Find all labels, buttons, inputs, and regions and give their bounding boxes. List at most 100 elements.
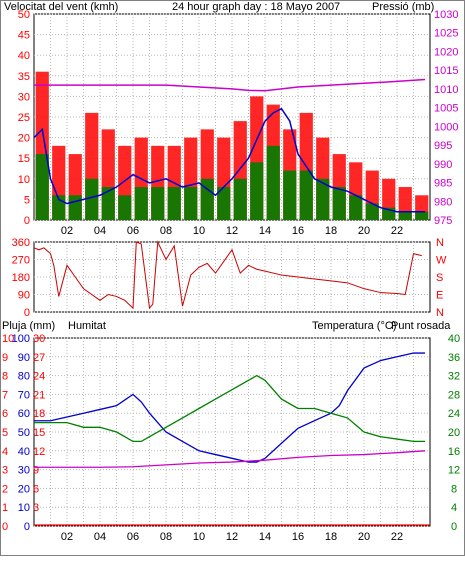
- compass-tick: N: [436, 237, 444, 249]
- wind-bar: [217, 187, 231, 220]
- rain-tick: 2: [2, 483, 8, 495]
- x-tick: 12: [226, 225, 238, 237]
- rain-tick: 3: [2, 465, 8, 477]
- x-tick: 14: [259, 225, 271, 237]
- wind-bar: [151, 187, 165, 220]
- y-left-tick: 30: [18, 91, 30, 103]
- dewpoint-line: [34, 450, 426, 468]
- wind-bar: [167, 187, 181, 220]
- pressure-label: Pressió (mb): [372, 1, 434, 13]
- y-right-tick: 1020: [434, 46, 458, 58]
- temp-tick: 8: [451, 483, 457, 495]
- humidity-line: [34, 352, 426, 463]
- x-tick: 02: [61, 225, 73, 237]
- compass-tick: E: [436, 290, 443, 302]
- wind-speed-label: Velocitat del vent (kmh): [4, 1, 118, 13]
- rain-tick: 4: [2, 446, 8, 458]
- y-right-tick: 1010: [434, 84, 458, 96]
- wind-bar: [118, 195, 132, 220]
- y-right-tick: 1025: [434, 28, 458, 40]
- rain-tick: 7: [2, 389, 8, 401]
- mid-tick: 3: [33, 502, 39, 514]
- pressure-line: [34, 78, 426, 92]
- wind-bar: [35, 154, 49, 220]
- humidity-tick: 10: [18, 502, 30, 514]
- average-line: [33, 107, 426, 213]
- temp-tick: 40: [448, 333, 460, 345]
- humidity-tick: 30: [18, 465, 30, 477]
- temp-tick: 32: [448, 371, 460, 383]
- x-tick: 20: [358, 531, 370, 543]
- humidity-label: Humitat: [68, 320, 106, 332]
- y-left-tick: 40: [18, 50, 30, 62]
- dir-tick: 90: [18, 290, 30, 302]
- rain-tick: 10: [2, 333, 14, 345]
- dewpoint-label: Punt rosada: [391, 320, 451, 332]
- humidity-tick: 60: [18, 408, 30, 420]
- x-tick: 16: [292, 531, 304, 543]
- temp-tick: 12: [448, 465, 460, 477]
- dir-tick: 360: [12, 237, 30, 249]
- compass-tick: W: [436, 255, 447, 267]
- y-right-tick: 990: [434, 159, 452, 171]
- wind-bar: [349, 195, 363, 220]
- dir-tick: 180: [12, 272, 30, 284]
- x-tick: 12: [226, 531, 238, 543]
- rain-humidity-temp-panel: 0 01 102 203 304 405 506 607 708 809 9010100369121…: [2, 333, 460, 543]
- temp-tick: 0: [451, 521, 457, 533]
- compass-tick: N: [436, 307, 444, 319]
- rain-tick: 8: [2, 371, 8, 383]
- y-left-tick: 20: [18, 133, 30, 145]
- humidity-tick: 70: [18, 389, 30, 401]
- mid-tick: 9: [33, 465, 39, 477]
- y-right-tick: 995: [434, 140, 452, 152]
- x-tick: 06: [127, 531, 139, 543]
- temp-tick: 28: [448, 389, 460, 401]
- x-tick: 18: [325, 531, 337, 543]
- wind-bar: [365, 203, 379, 220]
- x-tick: 14: [259, 531, 271, 543]
- compass-tick: S: [436, 272, 443, 284]
- wind-bar: [134, 187, 148, 220]
- wind-bar: [316, 178, 330, 220]
- humidity-tick: 100: [12, 333, 30, 345]
- y-right-tick: 1015: [434, 65, 458, 77]
- x-tick: 08: [160, 531, 172, 543]
- y-left-tick: 0: [24, 215, 30, 227]
- x-tick: 20: [358, 225, 370, 237]
- rain-label: Pluja (mm): [2, 320, 55, 332]
- wind-bar: [266, 145, 280, 220]
- x-tick: 02: [61, 531, 73, 543]
- humidity-tick: 80: [18, 371, 30, 383]
- temp-tick: 24: [448, 408, 460, 420]
- y-right-tick: 975: [434, 215, 452, 227]
- wind-bar: [68, 195, 82, 220]
- y-right-tick: 1005: [434, 103, 458, 115]
- wind-bar: [200, 178, 214, 220]
- humidity-tick: 20: [18, 483, 30, 495]
- wind-bar: [332, 187, 346, 220]
- temperature-line: [34, 374, 426, 443]
- dir-tick: 270: [12, 255, 30, 267]
- x-tick: 22: [391, 531, 403, 543]
- mid-tick: 21: [33, 389, 45, 401]
- x-tick: 04: [94, 225, 106, 237]
- y-left-tick: 5: [24, 194, 30, 206]
- temperature-label: Temperatura (°C): [312, 320, 396, 332]
- y-left-tick: 35: [18, 71, 30, 83]
- wind-pressure-panel: 0510152025303540455097598098599099510001…: [18, 9, 459, 237]
- wind-bar: [415, 211, 429, 220]
- mid-tick: 15: [33, 427, 45, 439]
- temp-tick: 4: [451, 502, 457, 514]
- y-right-tick: 1030: [434, 9, 458, 21]
- mid-tick: 30: [33, 333, 45, 345]
- rain-tick: 0: [2, 521, 8, 533]
- rain-tick: 1: [2, 502, 8, 514]
- x-tick: 18: [325, 225, 337, 237]
- wind-direction-panel: 0 N 90 E 180 S 270 W 360 N: [12, 237, 447, 319]
- wind-bar: [101, 187, 115, 220]
- humidity-tick: 50: [18, 427, 30, 439]
- temp-tick: 36: [448, 352, 460, 364]
